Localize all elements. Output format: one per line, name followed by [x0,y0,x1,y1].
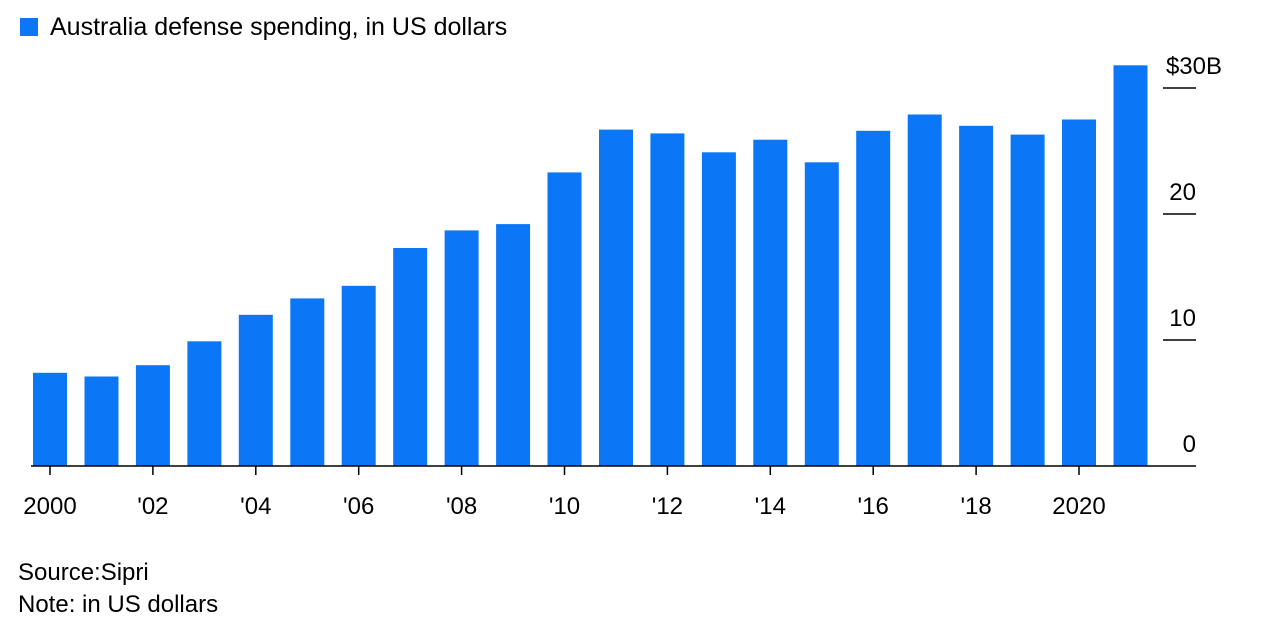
x-tick-label: '06 [343,493,374,520]
bar-2009 [496,224,531,466]
x-tick-label: '08 [446,493,477,520]
bar-2002 [135,365,170,466]
bar-2008 [444,230,479,466]
y-tick-label: 0 [1183,431,1196,458]
x-tick-label: '02 [137,493,168,520]
bar-2010 [547,172,582,466]
bar-2004 [238,314,273,466]
chart-legend: Australia defense spending, in US dollar… [20,12,507,42]
bar-2001 [84,376,119,466]
bar-2007 [393,248,428,466]
bar-2015 [804,162,839,467]
x-tick-label: '10 [549,493,580,520]
bar-2018 [959,125,994,467]
bar-2005 [290,298,325,466]
y-tick-label: $30B [1166,53,1222,80]
x-tick-label: '04 [240,493,271,520]
bar-2003 [187,341,222,466]
bar-2019 [1010,134,1045,466]
x-tick-label: 2020 [1052,493,1105,520]
units-note: Note: in US dollars [18,591,219,618]
source-note: Source:Sipri [18,559,149,586]
bar-2017 [907,114,942,466]
legend-swatch [20,18,38,36]
bar-2012 [650,133,685,466]
x-tick-label: '14 [755,493,786,520]
x-tick-label: 2000 [23,493,76,520]
y-tick-label: 10 [1169,305,1196,332]
x-tick-label: '12 [652,493,683,520]
bar-2006 [341,285,376,466]
y-tick-label: 20 [1169,179,1196,206]
bar-2013 [701,152,736,467]
bar-2021 [1113,65,1148,467]
bar-2016 [856,130,891,467]
bar-2020 [1062,119,1096,466]
bar-2011 [599,129,633,466]
x-tick-label: '16 [858,493,889,520]
x-tick-label: '18 [960,493,991,520]
legend-label: Australia defense spending, in US dollar… [50,13,508,41]
bar-2014 [753,139,788,466]
bar-2000 [33,372,67,466]
